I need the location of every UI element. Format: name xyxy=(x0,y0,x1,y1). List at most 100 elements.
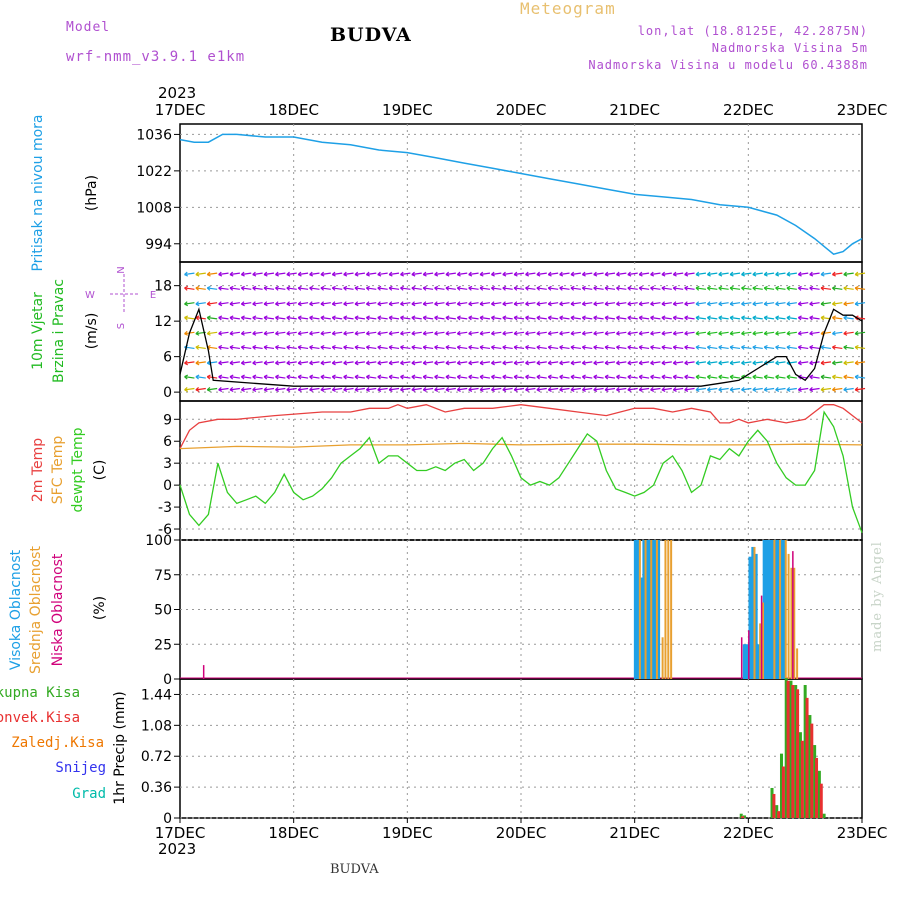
wind-arrow-head xyxy=(650,301,655,307)
cloud-bar xyxy=(784,540,787,679)
wind-arrow xyxy=(275,387,286,392)
wind-arrow xyxy=(445,271,456,277)
wind-arrow-head xyxy=(559,344,564,350)
wind-arrow-shaft xyxy=(400,387,411,391)
wind-arrow-head xyxy=(547,301,552,307)
wind-arrow-head xyxy=(706,285,711,291)
wind-arrow xyxy=(365,301,377,307)
wind-arrow-head xyxy=(240,360,245,366)
wind-arrow xyxy=(820,374,832,380)
wind-arrow-head xyxy=(229,330,234,336)
precip-bar xyxy=(781,766,785,818)
wind-arrow-head xyxy=(616,271,620,277)
wind-arrow-head xyxy=(741,387,745,392)
wind-arrow-head xyxy=(434,330,439,336)
wind-arrow-shaft xyxy=(605,272,616,276)
wind-arrow xyxy=(491,271,502,277)
wind-arrow-head xyxy=(832,285,836,291)
wind-arrow-shaft xyxy=(855,376,866,379)
wind-arrow-shaft xyxy=(570,302,581,305)
wind-arrow xyxy=(706,344,718,350)
wind-arrow xyxy=(604,285,616,291)
wind-arrow xyxy=(627,271,638,277)
wind-arrow-shaft xyxy=(354,316,366,320)
wind-arrow-shaft xyxy=(434,302,445,305)
wind-arrow-shaft xyxy=(468,272,479,276)
wind-arrow xyxy=(684,271,695,277)
wind-arrow-shaft xyxy=(616,346,627,350)
wind-arrow-shaft xyxy=(195,272,206,276)
precip-legend-1: Konvek.Kisa xyxy=(0,710,80,726)
wind-arrow xyxy=(650,285,661,291)
wind-arrow-shaft xyxy=(479,387,491,391)
wind-arrow-shaft xyxy=(479,376,491,379)
wind-arrow-shaft xyxy=(570,272,581,276)
wind-arrow-head xyxy=(206,301,211,307)
wind-arrow xyxy=(547,344,559,350)
wind-arrow-shaft xyxy=(786,387,797,391)
wind-arrow-head xyxy=(491,387,495,392)
wind-arrow-head xyxy=(843,315,848,321)
wind-arrow-shaft xyxy=(820,376,832,379)
wind-arrow xyxy=(206,271,218,277)
wind-arrow xyxy=(240,271,252,277)
wind-arrow-shaft xyxy=(627,331,638,335)
wind-arrow xyxy=(570,374,581,380)
wind-arrow-head xyxy=(786,330,791,336)
wind-arrow-head xyxy=(275,387,279,392)
wind-arrow xyxy=(832,374,843,380)
wind-arrow xyxy=(263,315,275,321)
wind-arrow-head xyxy=(320,330,325,336)
wind-arrow xyxy=(240,285,252,291)
wind-arrow-shaft xyxy=(798,302,809,305)
wind-arrow xyxy=(581,285,593,291)
wind-arrow-head xyxy=(616,374,620,380)
cloud-bar xyxy=(748,630,750,679)
wind-arrow-head xyxy=(763,301,768,307)
wind-arrow-shaft xyxy=(570,361,581,364)
wind-arrow-shaft xyxy=(605,387,616,391)
wind-arrow-head xyxy=(854,271,859,277)
precip-bar xyxy=(743,815,747,818)
wind-arrow-head xyxy=(650,330,655,336)
wind-arrow-shaft xyxy=(184,376,195,379)
wind-arrow-shaft xyxy=(184,387,195,391)
wind-arrow-shaft xyxy=(377,302,388,305)
wind-arrow-head xyxy=(604,344,609,350)
wind-arrow-shaft xyxy=(309,361,320,364)
wind-arrow xyxy=(718,360,729,366)
wind-arrow xyxy=(854,374,866,380)
wind-arrow-head xyxy=(240,315,245,321)
wind-arrow-head xyxy=(559,271,564,277)
wind-arrow-head xyxy=(445,285,450,291)
wind-arrow-head xyxy=(263,301,268,307)
wind-arrow xyxy=(456,360,468,366)
wind-arrow-head xyxy=(195,360,200,366)
wind-arrow xyxy=(809,360,820,366)
wind-arrow-shaft xyxy=(616,361,627,364)
wind-arrow-head xyxy=(684,271,689,277)
wind-arrow-shaft xyxy=(536,287,547,290)
wind-arrow xyxy=(286,315,297,321)
wind-arrow-head xyxy=(809,330,814,336)
wind-arrow-shaft xyxy=(400,331,411,335)
cloud-bar xyxy=(753,546,756,679)
wind-arrow-shaft xyxy=(843,302,854,305)
wind-arrow-shaft xyxy=(605,316,616,320)
wind-arrow-head xyxy=(468,315,473,321)
wind-arrow-shaft xyxy=(843,272,854,276)
wind-arrow xyxy=(411,301,422,307)
wind-arrow-shaft xyxy=(616,302,627,305)
wind-arrow xyxy=(297,301,309,307)
wind-arrow-head xyxy=(411,285,416,291)
wind-arrow xyxy=(388,387,400,392)
wind-arrow-head xyxy=(672,374,677,380)
wind-arrow-shaft xyxy=(525,376,536,379)
wind-arrow-head xyxy=(320,301,325,307)
wind-arrow xyxy=(275,315,286,321)
wind-arrow-shaft xyxy=(832,331,843,335)
wind-arrow-shaft xyxy=(423,302,434,305)
precip-bar xyxy=(803,685,807,818)
wind-arrow xyxy=(820,387,832,392)
precip-ytick-label: 0 xyxy=(163,811,172,827)
